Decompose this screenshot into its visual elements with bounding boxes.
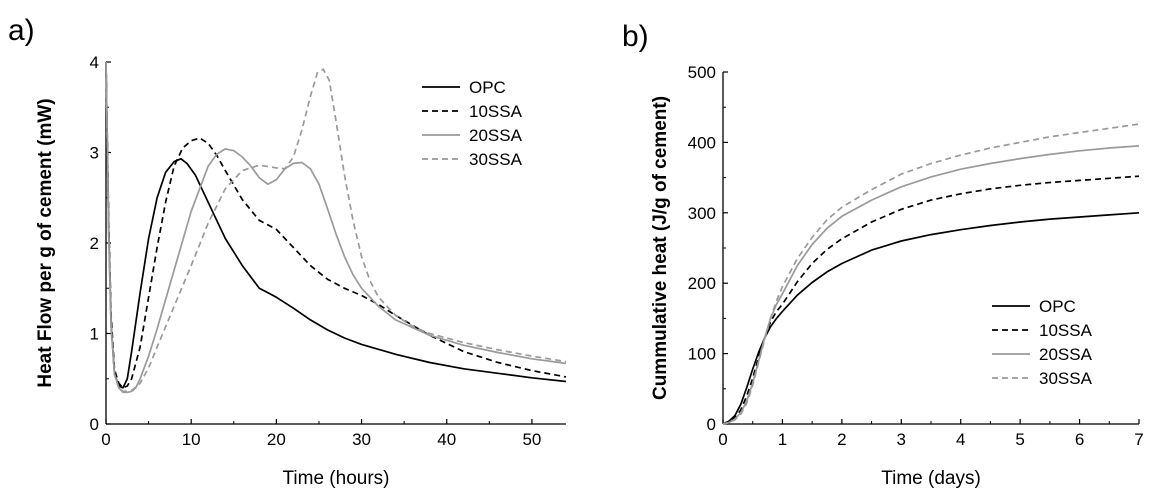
chart1-panel-label: a) [8,14,35,47]
chart1-x-axis-label: Time (hours) [283,468,390,489]
chart2-y-tick-label: 300 [688,204,716,223]
chart2-series-10ssa-line [722,175,1140,425]
chart2-series-opc-line [722,211,1140,425]
chart2-x-axis-label: Time (days) [881,468,981,489]
chart1-x-tick-label: 10 [182,430,201,449]
chart2-x-tick-label: 0 [718,430,727,449]
chart1-x-tick-label: 30 [352,430,371,449]
chart1-series-30ssa-line [105,61,567,393]
chart2-x-tick-label: 4 [956,430,965,449]
chart1-y-axis-label: Heat Flow per g of cement (mW) [35,98,56,387]
chart2-y-tick-label: 200 [688,274,716,293]
chart1-legend-label-20ssa: 20SSA [469,126,523,145]
chart1-legend-label-opc: OPC [469,78,506,97]
chart1-y-tick-label: 4 [90,53,99,72]
chart1-legend-label-10ssa: 10SSA [469,102,523,121]
chart2-y-tick-label: 100 [688,345,716,364]
chart2-legend-label-10ssa: 10SSA [1039,321,1093,340]
chart1-x-tick-label: 40 [437,430,456,449]
chart2-legend-label-30ssa: 30SSA [1039,369,1093,388]
chart1-y-tick-label: 3 [90,144,99,163]
chart1-series-20ssa-line [105,61,567,394]
chart2-y-tick-label: 500 [688,63,716,82]
chart1-series-opc-line [105,61,567,389]
chart2-panel-label: b) [622,20,649,53]
chart1-y-tick-label: 1 [90,325,99,344]
chart2-series-30ssa-line [722,123,1140,425]
chart1-y-tick-label: 2 [90,234,99,253]
chart1-legend-label-30ssa: 30SSA [469,150,523,169]
chart2-y-axis-label: Cummulative heat (J/g of cement) [650,96,671,400]
chart1-x-tick-label: 20 [267,430,286,449]
chart2-x-tick-label: 3 [897,430,906,449]
chart1-series-10ssa-line [105,61,567,389]
chart1-x-tick-label: 50 [522,430,541,449]
chart2-legend-label-20ssa: 20SSA [1039,345,1093,364]
chart2-x-tick-label: 5 [1015,430,1024,449]
chart2-y-tick-label: 400 [688,133,716,152]
chart2-x-tick-label: 7 [1134,430,1143,449]
chart1-x-tick-label: 0 [101,430,110,449]
chart1-y-tick-label: 0 [90,415,99,434]
chart2-x-tick-label: 1 [778,430,787,449]
chart2-legend-label-opc: OPC [1039,297,1076,316]
chart2-x-tick-label: 6 [1075,430,1084,449]
chart2-x-tick-label: 2 [837,430,846,449]
chart2-y-tick-label: 0 [707,415,716,434]
